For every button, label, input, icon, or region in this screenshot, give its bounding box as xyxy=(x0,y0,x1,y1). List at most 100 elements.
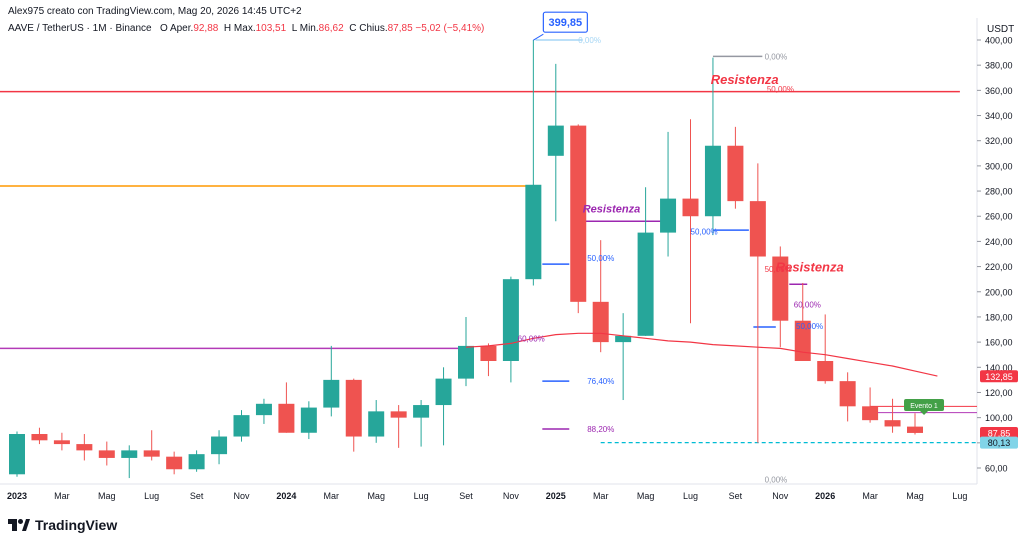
low-prefix: Min. xyxy=(299,23,319,34)
symbol-name[interactable]: AAVE / TetherUS · 1M · Binance xyxy=(8,23,152,34)
open-prefix: Aper. xyxy=(169,23,194,34)
fib-label: 50,00% xyxy=(587,254,614,263)
candle-body xyxy=(502,279,519,361)
y-tick-label: 180,00 xyxy=(985,312,1013,322)
candle-body xyxy=(772,256,789,321)
candle-body xyxy=(884,420,901,427)
fib-label: 0,00% xyxy=(765,475,788,484)
event-flag-pointer xyxy=(920,411,929,416)
x-tick-label: Mag xyxy=(367,491,385,501)
candle-body xyxy=(233,415,250,437)
resistance-annotation: Resistenza xyxy=(711,72,779,87)
y-tick-label: 220,00 xyxy=(985,262,1013,272)
x-tick-label: Nov xyxy=(503,491,520,501)
y-tick-label: 260,00 xyxy=(985,212,1013,222)
price-tag-box xyxy=(980,436,1018,449)
candle-body xyxy=(435,378,452,406)
candle-body xyxy=(615,335,632,343)
x-tick-label: Mar xyxy=(862,491,878,501)
candle-body xyxy=(704,145,721,217)
y-tick-label: 60,00 xyxy=(985,464,1008,474)
candle-body xyxy=(323,379,340,408)
candle-body xyxy=(211,436,228,455)
fib-label: 88,20% xyxy=(587,425,614,434)
x-tick-label: Set xyxy=(729,491,743,501)
candle-body xyxy=(31,434,48,441)
candle-body xyxy=(839,381,856,407)
candle-body xyxy=(9,434,25,475)
candle-body xyxy=(637,232,654,336)
candle-body xyxy=(525,184,542,280)
price-tag-label: 80,13 xyxy=(988,438,1011,448)
x-tick-label: 2023 xyxy=(7,491,27,501)
symbol-info: AAVE / TetherUS · 1M · Binance O Aper.92… xyxy=(8,23,484,34)
fib-label: 0,00% xyxy=(765,52,788,61)
candle-body xyxy=(76,444,93,451)
low-value: 86,62 xyxy=(318,23,344,34)
candle-body xyxy=(592,301,609,343)
y-tick-label: 360,00 xyxy=(985,86,1013,96)
open-label: O xyxy=(159,23,168,34)
candle-body xyxy=(278,403,295,433)
candle-body xyxy=(547,125,564,156)
candle-body xyxy=(53,440,70,445)
callout-box xyxy=(542,11,588,33)
candle-body xyxy=(255,403,272,416)
creator-line: Alex975 creato con TradingView.com, Mag … xyxy=(8,6,302,17)
y-tick-label: 120,00 xyxy=(985,388,1013,398)
x-tick-label: Mag xyxy=(637,491,655,501)
x-tick-label: Mag xyxy=(98,491,116,501)
x-tick-label: 2026 xyxy=(815,491,835,501)
resistance-annotation: Resistenza xyxy=(776,260,844,275)
y-tick-label: 400,00 xyxy=(985,36,1013,46)
candle-body xyxy=(570,125,587,302)
candle-body xyxy=(660,198,677,233)
high-value: 103,51 xyxy=(255,23,287,34)
y-tick-label: 240,00 xyxy=(985,237,1013,247)
tradingview-logo: TradingView xyxy=(8,517,117,533)
x-tick-label: Lug xyxy=(683,491,698,501)
candle-body xyxy=(98,450,115,458)
y-tick-label: 160,00 xyxy=(985,338,1013,348)
candle-body xyxy=(345,379,362,437)
low-label: L xyxy=(291,23,297,34)
change-value: −5,02 (−5,41%) xyxy=(415,23,485,34)
x-tick-label: Mar xyxy=(593,491,609,501)
y-tick-label: 340,00 xyxy=(985,111,1013,121)
candle-body xyxy=(458,345,474,379)
y-tick-label: 300,00 xyxy=(985,161,1013,171)
callout-label: 399,85 xyxy=(549,17,583,29)
candle-body xyxy=(413,405,430,418)
close-label: C xyxy=(349,23,357,34)
candle-body xyxy=(727,145,744,202)
fib-label: 60,00% xyxy=(518,334,545,343)
price-tag-box xyxy=(980,426,1018,439)
x-tick-label: Mar xyxy=(324,491,340,501)
candle-body xyxy=(188,454,205,470)
fib-label: 50,00% xyxy=(691,227,718,236)
close-value: 87,85 xyxy=(387,23,413,34)
currency-label[interactable]: USDT xyxy=(987,24,1015,35)
y-tick-label: 320,00 xyxy=(985,136,1013,146)
y-tick-label: 100,00 xyxy=(985,413,1013,423)
candle-body xyxy=(749,201,766,257)
callout-pointer xyxy=(533,33,544,41)
x-tick-label: Mar xyxy=(54,491,70,501)
candle-body xyxy=(682,198,699,217)
candle-body xyxy=(480,345,497,361)
y-tick-label: 140,00 xyxy=(985,363,1013,373)
candle-body xyxy=(166,456,183,470)
candle-body xyxy=(907,426,923,433)
x-tick-label: Set xyxy=(459,491,473,501)
x-tick-label: Lug xyxy=(144,491,159,501)
fib-label: 76,40% xyxy=(587,377,614,386)
x-tick-label: Nov xyxy=(233,491,250,501)
price-tag-label: 132,85 xyxy=(985,372,1013,382)
logo-text: TradingView xyxy=(35,517,118,533)
candle-body xyxy=(143,450,160,457)
candle-body xyxy=(121,450,138,458)
resistance-annotation: Resistenza xyxy=(583,203,640,215)
candle-body xyxy=(368,411,385,437)
y-tick-label: 200,00 xyxy=(985,287,1013,297)
